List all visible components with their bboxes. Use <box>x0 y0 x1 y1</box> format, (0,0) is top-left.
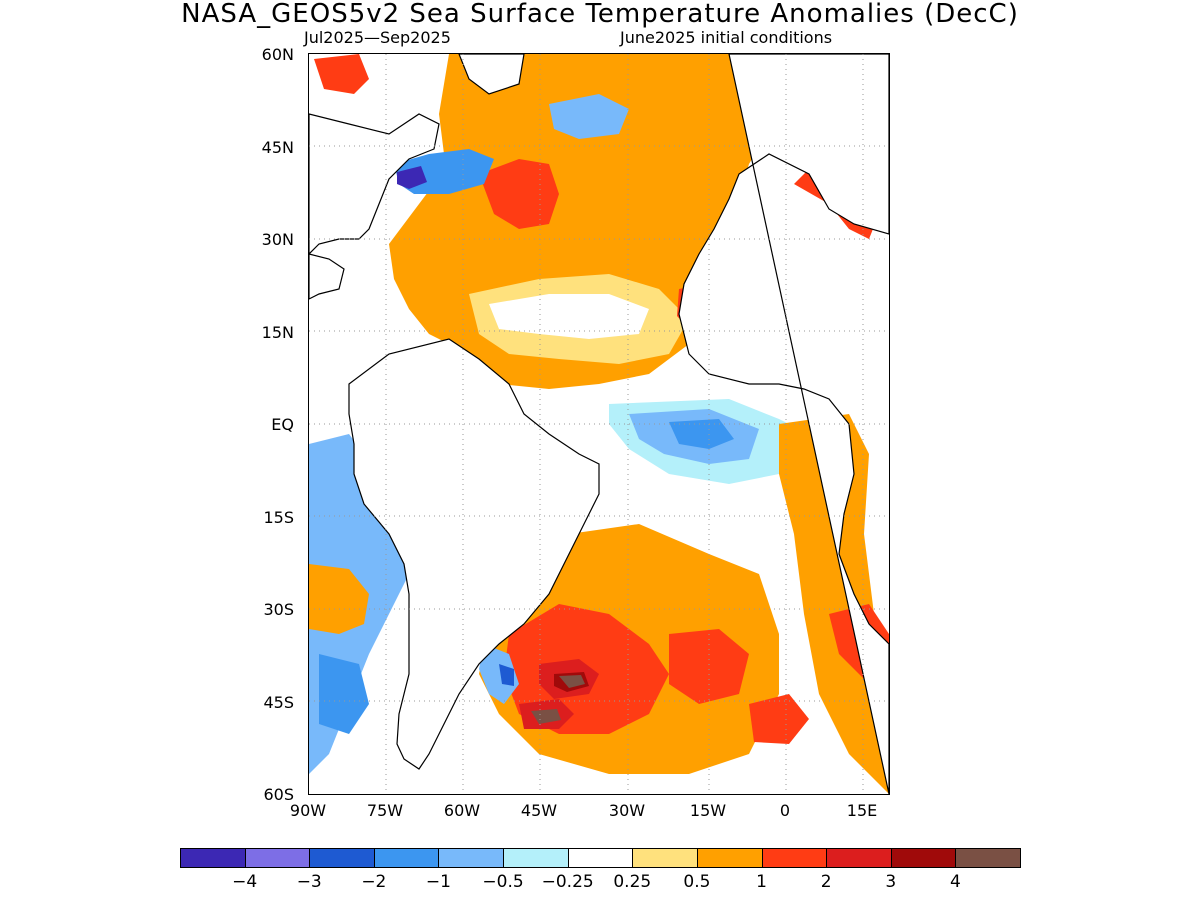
colorbar-swatch <box>632 848 698 868</box>
colorbar-swatch <box>180 848 246 868</box>
colorbar <box>180 848 1021 870</box>
chart-title: NASA_GEOS5v2 Sea Surface Temperature Ano… <box>181 0 1019 29</box>
lat-label-eq: EQ <box>271 415 294 434</box>
colorbar-tick-label: −0.5 <box>482 872 524 892</box>
anomaly-warm-pacific-se <box>309 564 369 634</box>
colorbar-tick-label: −4 <box>232 872 258 892</box>
anomaly-cold-pacific-deep <box>319 654 369 734</box>
lat-label-15s: 15S <box>263 508 294 527</box>
lon-label-60w: 60W <box>443 801 481 820</box>
forecast-period: Jul2025—Sep2025 <box>304 28 451 47</box>
colorbar-swatch <box>826 848 892 868</box>
land-south-america <box>348 338 600 770</box>
grid-lines <box>309 54 889 794</box>
sst-anomaly-map <box>308 53 890 795</box>
land-europe-africa <box>678 54 889 794</box>
lon-label-15e: 15E <box>846 801 878 820</box>
lon-label-30w: 30W <box>608 801 646 820</box>
anomaly-warm-south-east <box>669 629 749 704</box>
colorbar-swatch <box>373 848 440 868</box>
colorbar-tick-label: −2 <box>361 872 387 892</box>
colorbar-swatch <box>567 848 634 868</box>
colorbar-tick-label: 3 <box>885 872 897 892</box>
lon-label-0: 0 <box>779 801 791 820</box>
colorbar-swatch <box>696 848 763 868</box>
colorbar-tick-label: −3 <box>296 872 322 892</box>
initial-conditions: June2025 initial conditions <box>620 28 833 47</box>
anomaly-cold-malvinas-core <box>499 664 514 686</box>
colorbar-tick-label: 2 <box>820 872 832 892</box>
lon-label-45w: 45W <box>520 801 558 820</box>
colorbar-tick-label: 1 <box>756 872 767 892</box>
land-greenland <box>458 54 525 95</box>
lat-label-45n: 45N <box>261 138 294 157</box>
anomaly-cold-core <box>397 166 427 189</box>
lon-label-15w: 15W <box>689 801 727 820</box>
anomaly-warm-south-far-east <box>749 694 809 744</box>
colorbar-swatch <box>890 848 957 868</box>
anomaly-warm-peak-1 <box>559 675 585 688</box>
colorbar-swatch <box>438 848 505 868</box>
anomaly-cold-labrador <box>549 94 629 139</box>
lon-label-90w: 90W <box>289 801 327 820</box>
land-north-america <box>309 113 440 255</box>
colorbar-tick-label: 4 <box>949 872 961 892</box>
colorbar-swatch <box>761 848 828 868</box>
colorbar-swatch <box>309 848 375 868</box>
colorbar-tick-label: −1 <box>425 872 451 892</box>
lat-label-60s: 60S <box>263 785 294 804</box>
anomaly-cold-malvinas <box>479 644 519 704</box>
anomaly-warm-nw <box>314 54 369 94</box>
lat-label-15n: 15N <box>261 323 294 342</box>
colorbar-tick-label: 0.5 <box>683 872 711 892</box>
lat-label-30n: 30N <box>261 230 294 249</box>
anomaly-warm-angola <box>779 414 889 794</box>
lat-label-30s: 30S <box>263 600 294 619</box>
land-central-america <box>309 253 345 300</box>
lat-label-60n: 60N <box>261 45 294 64</box>
anomaly-neutral-subtropics <box>489 294 649 339</box>
colorbar-swatch <box>244 848 311 868</box>
colorbar-swatch <box>503 848 569 868</box>
anomaly-cold-tropics-deep <box>669 419 734 449</box>
colorbar-swatch <box>955 848 1021 868</box>
lat-label-45s: 45S <box>263 693 294 712</box>
anomaly-warm-gulfstream <box>479 159 559 229</box>
lon-label-75w: 75W <box>366 801 404 820</box>
colorbar-tick-label: −0.25 <box>541 872 594 892</box>
anomaly-warm-peak-2 <box>531 709 561 724</box>
colorbar-tick-label: 0.25 <box>613 872 652 892</box>
land-masses <box>309 54 889 794</box>
